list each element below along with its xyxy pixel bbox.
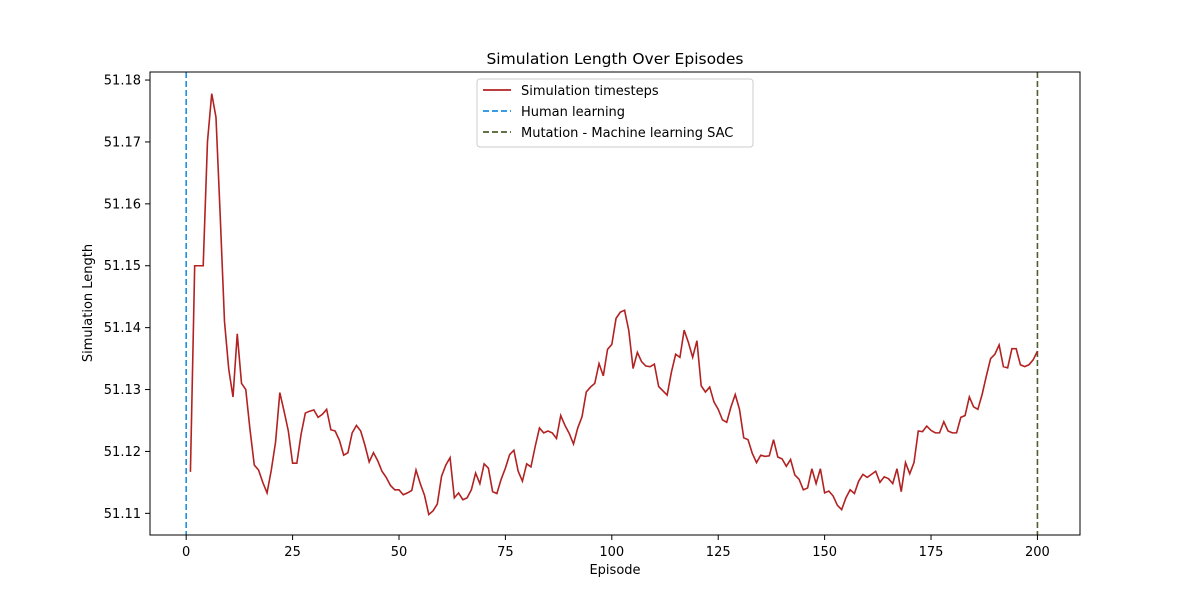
y-tick-label: 51.14 (104, 321, 141, 336)
legend: Simulation timesteps Human learning Muta… (476, 78, 754, 148)
x-tick-label: 125 (706, 545, 731, 560)
y-tick-label: 51.17 (104, 135, 141, 150)
x-tick-label: 50 (391, 545, 408, 560)
x-tick-label: 75 (497, 545, 514, 560)
x-axis-ticks: 0 25 50 75 100 125 150 175 200 (182, 535, 1050, 560)
x-tick-label: 0 (182, 545, 190, 560)
legend-label-human-learning: Human learning (521, 105, 625, 120)
x-axis-label: Episode (589, 563, 640, 578)
x-tick-label: 175 (919, 545, 944, 560)
y-tick-label: 51.18 (104, 74, 141, 89)
y-tick-label: 51.13 (104, 383, 141, 398)
legend-box (476, 78, 754, 148)
vertical-reference-lines (185, 72, 1039, 535)
y-tick-label: 51.15 (104, 259, 141, 274)
chart-title: Simulation Length Over Episodes (486, 50, 743, 68)
x-tick-label: 200 (1025, 545, 1050, 560)
y-axis-label: Simulation Length (81, 244, 96, 362)
y-axis-ticks: 51.11 51.12 51.13 51.14 51.15 51.16 51.17 51.18 (104, 74, 150, 522)
y-tick-label: 51.16 (104, 197, 141, 212)
x-tick-label: 100 (599, 545, 624, 560)
y-tick-label: 51.12 (104, 445, 141, 460)
x-tick-label: 150 (812, 545, 837, 560)
x-tick-label: 25 (284, 545, 301, 560)
plot-frame (149, 71, 1081, 536)
series-line-simulation-timesteps (189, 93, 1039, 517)
y-tick-label: 51.11 (104, 507, 141, 522)
legend-label-mutation-sac: Mutation - Machine learning SAC (521, 126, 733, 141)
legend-label-simulation-timesteps: Simulation timesteps (521, 84, 659, 99)
